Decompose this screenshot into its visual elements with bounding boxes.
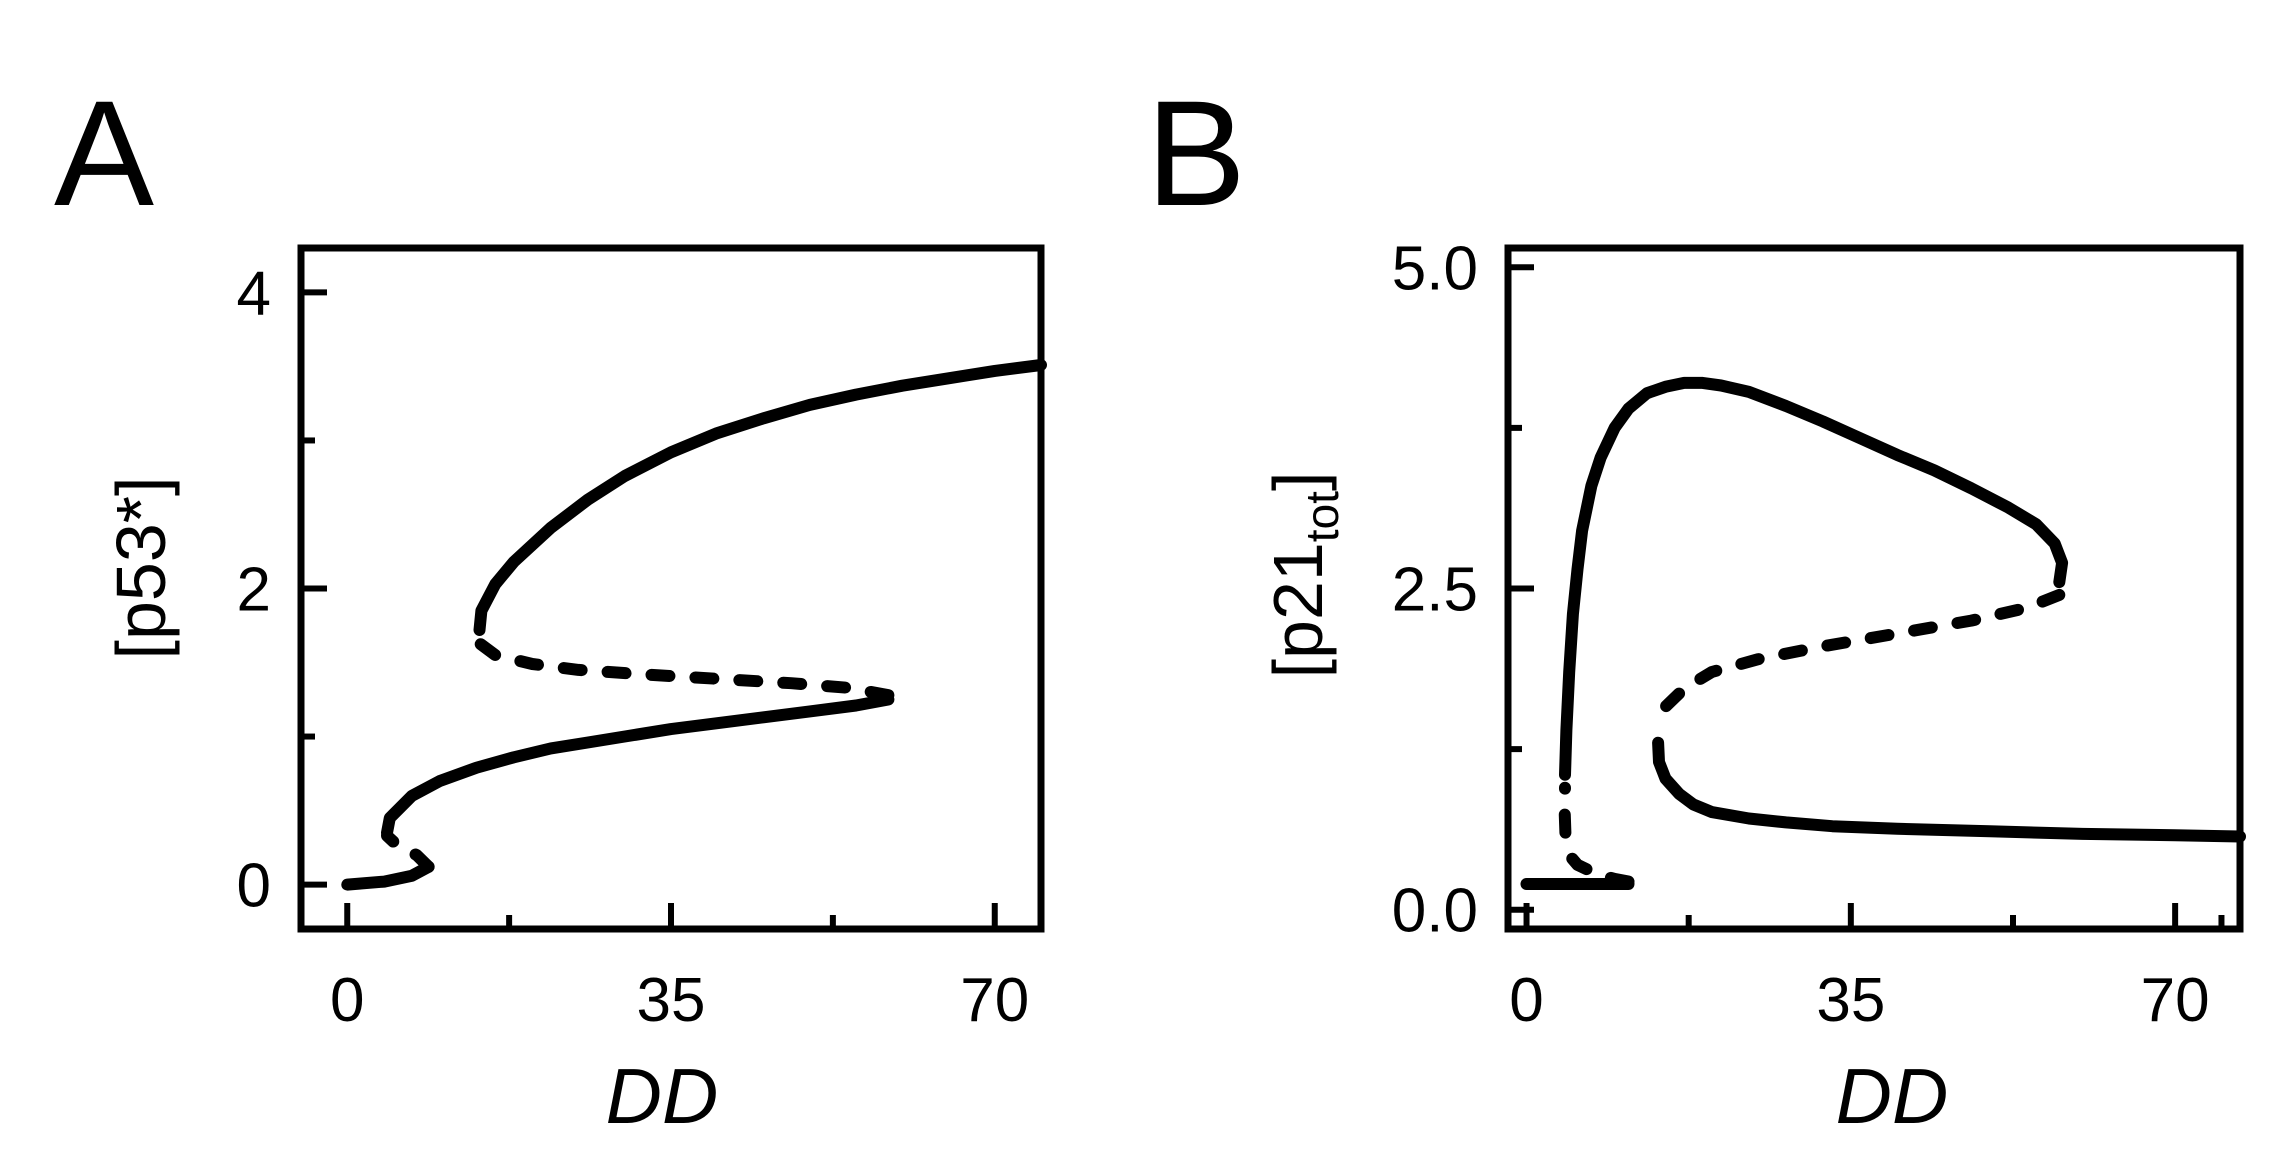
panel-a-series-5-solid [473,359,1047,636]
panel-a-plot-frame [297,244,1045,933]
panel-a-series-1-solid [341,860,435,891]
panel-a-y-tick-label: 0 [237,852,271,921]
panel-b-y-axis-title: [p21tot] [1259,472,1348,679]
panel-b-series-4-solid [1559,376,2069,781]
panel-b-series-5-dashed [1652,588,2066,734]
panel-a-y-tick-label: 2 [237,556,271,625]
panel-a-series-3-solid [381,693,895,839]
panel-a-series-4-dashed [473,637,895,702]
panel-a-y-tick-label: 4 [237,259,271,328]
panel-a-y-axis-title: [p53*] [102,477,180,660]
panel-a-x-tick-label: 0 [330,966,364,1035]
panel-b-series-3-dashed [1558,781,1572,839]
panel-b-series-2-dashed [1559,833,1635,888]
panel-a-x-tick-label: 35 [637,966,706,1035]
panel-b-y-axis-title-main: [p21 [1259,542,1337,678]
panel-b-y-tick-label: 2.5 [1392,556,1478,625]
panel-b-y-axis-title-close: ] [1259,472,1337,491]
panel-a-x-tick-label: 70 [960,966,1029,1035]
panel-a: A [p53*] DD 0 2 4 0 35 70 [54,69,1047,1140]
panel-b-x-tick-label: 0 [1509,966,1543,1035]
panel-b-series-6-solid [1652,736,2246,843]
panel-b-y-tick-label: 5.0 [1392,234,1478,303]
panel-b-x-axis-title: DD [1836,1052,1949,1140]
panel-a-x-axis-title: DD [606,1052,719,1140]
panel-b-y-tick-label: 0.0 [1392,877,1478,946]
panel-b-x-tick-label: 70 [2141,966,2210,1035]
panel-b-y-axis-title-subscript: tot [1296,491,1348,542]
panel-b-x-tick-label: 35 [1816,966,1885,1035]
panel-b: B [p21tot] DD 0.0 2.5 5.0 0 35 70 [1146,69,2246,1140]
panel-b-label: B [1146,69,1246,237]
panel-a-label: A [54,69,154,237]
panel-a-series-2-dashed [381,829,435,873]
